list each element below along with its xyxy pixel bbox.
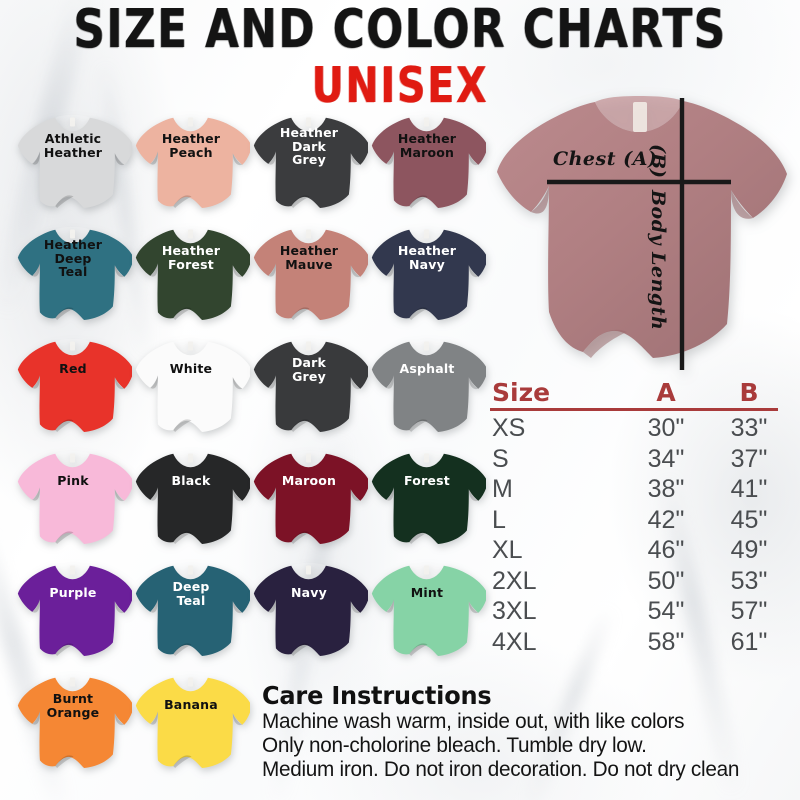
tshirt-icon: Banana (132, 672, 250, 772)
cell-b: 37" (730, 444, 768, 473)
size-table-header-row: Size A B (490, 378, 788, 408)
cell-size: XS (492, 414, 526, 442)
tshirt-icon: Pink (14, 448, 132, 548)
care-instruction-line: Medium iron. Do not iron decoration. Do … (262, 757, 740, 781)
cell-b: 33" (730, 414, 768, 442)
shirt-swatch-heather-deep-teal[interactable]: Heather Deep Teal (14, 224, 132, 336)
shirt-swatch-heather-dark-grey[interactable]: Heather Dark Grey (250, 112, 368, 224)
tshirt-icon: Red (14, 336, 132, 436)
table-row: 4XL 58" 61" (490, 627, 788, 658)
tshirt-icon: Black (132, 448, 250, 548)
cell-size: 3XL (492, 597, 537, 625)
tshirt-icon: Athletic Heather (14, 112, 132, 212)
cell-a: 42" (647, 505, 685, 534)
cell-b: 61" (730, 627, 768, 656)
cell-a: 54" (647, 597, 685, 625)
column-header-size: Size (492, 378, 551, 407)
table-row: XL 46" 49" (490, 535, 788, 566)
table-row: M 38" 41" (490, 474, 788, 505)
page-subtitle: UNISEX (311, 56, 489, 114)
shirt-swatch-heather-forest[interactable]: Heather Forest (132, 224, 250, 336)
cell-a: 50" (647, 566, 685, 595)
tshirt-icon: Maroon (250, 448, 368, 548)
tshirt-icon: Heather Deep Teal (14, 224, 132, 324)
shirt-swatch-asphalt[interactable]: Asphalt (368, 336, 486, 448)
cell-size: 2XL (492, 566, 537, 595)
column-header-b: B (739, 378, 759, 407)
care-instructions-title: Care Instructions (262, 681, 492, 710)
column-header-a: A (656, 378, 676, 407)
table-row: L 42" 45" (490, 505, 788, 536)
tshirt-icon: Heather Forest (132, 224, 250, 324)
cell-a: 58" (647, 627, 685, 656)
shirt-swatch-heather-maroon[interactable]: Heather Maroon (368, 112, 486, 224)
table-row: XS 30" 33" (490, 413, 788, 444)
cell-b: 41" (730, 475, 768, 503)
cell-size: M (492, 475, 513, 503)
cell-b: 45" (730, 505, 768, 534)
shirt-swatch-dark-grey[interactable]: Dark Grey (250, 336, 368, 448)
cell-size: S (492, 444, 509, 473)
shirt-swatch-mint[interactable]: Mint (368, 560, 486, 672)
measurement-diagram: Chest (A) (B) Body Length (487, 86, 793, 386)
care-instructions: Care Instructions Machine wash warm, ins… (262, 682, 800, 781)
header: SIZE AND COLOR CHARTS UNISEX (0, 0, 800, 110)
shirt-swatch-pink[interactable]: Pink (14, 448, 132, 560)
shirt-swatch-red[interactable]: Red (14, 336, 132, 448)
shirt-swatch-white[interactable]: White (132, 336, 250, 448)
shirt-swatch-purple[interactable]: Purple (14, 560, 132, 672)
shirt-swatch-maroon[interactable]: Maroon (250, 448, 368, 560)
cell-a: 30" (647, 414, 685, 442)
tshirt-icon: Deep Teal (132, 560, 250, 660)
shirt-swatch-banana[interactable]: Banana (132, 672, 250, 784)
tshirt-icon: Dark Grey (250, 336, 368, 436)
measure-shirt-body (497, 96, 787, 358)
shirt-swatch-athletic-heather[interactable]: Athletic Heather (14, 112, 132, 224)
cell-b: 57" (730, 597, 768, 625)
table-row: 3XL 54" 57" (490, 596, 788, 627)
body-length-b-label: (B) (647, 144, 669, 179)
cell-size: XL (492, 536, 523, 564)
tshirt-icon: Heather Navy (368, 224, 486, 324)
shirt-swatch-heather-peach[interactable]: Heather Peach (132, 112, 250, 224)
shirt-swatch-navy[interactable]: Navy (250, 560, 368, 672)
shirt-swatch-forest[interactable]: Forest (368, 448, 486, 560)
size-table-divider (490, 408, 778, 411)
size-table: Size A B XS 30" 33" S 34" 37" M 38" 41" L 42" 45" XL… (490, 378, 788, 657)
tshirt-icon: Heather Peach (132, 112, 250, 212)
care-instruction-line: Only non-cholorine bleach. Tumble dry lo… (262, 733, 647, 757)
shirt-swatch-black[interactable]: Black (132, 448, 250, 560)
cell-a: 46" (647, 536, 685, 564)
cell-b: 53" (730, 566, 768, 595)
cell-a: 34" (647, 444, 685, 473)
cell-b: 49" (730, 536, 768, 564)
tshirt-icon: Heather Mauve (250, 224, 368, 324)
tshirt-icon: Forest (368, 448, 486, 548)
chest-measure-label: Chest (A) (553, 148, 658, 170)
size-table-body: XS 30" 33" S 34" 37" M 38" 41" L 42" 45" XL 46" 49" 2XL… (490, 413, 788, 657)
tshirt-icon: Mint (368, 560, 486, 660)
shirt-swatch-heather-mauve[interactable]: Heather Mauve (250, 224, 368, 336)
tshirt-icon: White (132, 336, 250, 436)
tshirt-icon: Heather Maroon (368, 112, 486, 212)
table-row: 2XL 50" 53" (490, 566, 788, 597)
care-instructions-lines: Machine wash warm, inside out, with like… (262, 709, 800, 781)
shirt-swatch-deep-teal[interactable]: Deep Teal (132, 560, 250, 672)
tshirt-icon: Heather Dark Grey (250, 112, 368, 212)
shirt-swatch-burnt-orange[interactable]: Burnt Orange (14, 672, 132, 784)
tshirt-icon: Navy (250, 560, 368, 660)
cell-size: 4XL (492, 627, 537, 656)
tshirt-icon: Purple (14, 560, 132, 660)
body-length-label: Body Length (647, 190, 669, 331)
table-row: S 34" 37" (490, 444, 788, 475)
tshirt-icon: Burnt Orange (14, 672, 132, 772)
care-instruction-line: Machine wash warm, inside out, with like… (262, 709, 685, 733)
tshirt-icon: Asphalt (368, 336, 486, 436)
cell-a: 38" (647, 475, 685, 503)
page-title: SIZE AND COLOR CHARTS (73, 0, 727, 60)
cell-size: L (492, 505, 506, 534)
shirt-swatch-heather-navy[interactable]: Heather Navy (368, 224, 486, 336)
